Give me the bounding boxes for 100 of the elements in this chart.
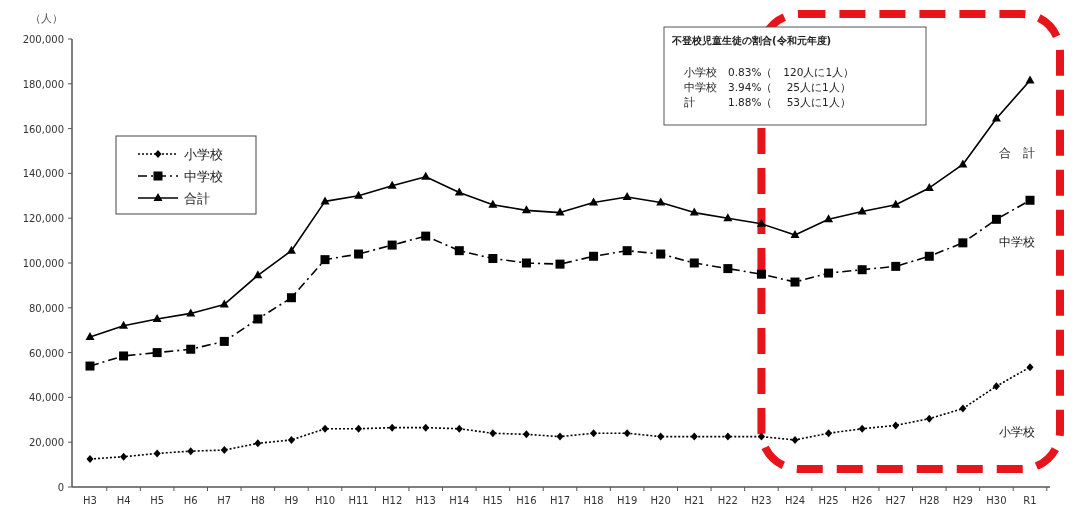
point xyxy=(689,258,699,268)
point xyxy=(454,246,464,256)
legend-label: 中学校 xyxy=(184,169,223,184)
point xyxy=(1025,195,1035,205)
point xyxy=(790,230,800,238)
point xyxy=(1026,363,1034,372)
annotation: 中学校 xyxy=(999,235,1035,250)
y-tick-label: 20,000 xyxy=(29,437,64,449)
point xyxy=(825,429,833,438)
legend-label: 小学校 xyxy=(184,147,223,162)
x-tick-label: R1 xyxy=(1023,495,1037,506)
point xyxy=(320,255,330,265)
point xyxy=(421,171,431,180)
point xyxy=(657,432,665,441)
point xyxy=(723,264,733,274)
point xyxy=(287,435,295,444)
y-tick-label: 200,000 xyxy=(22,34,64,45)
point xyxy=(355,424,363,433)
y-tick-label: 40,000 xyxy=(29,392,64,404)
x-tick-label: H28 xyxy=(919,495,940,506)
point xyxy=(119,320,129,329)
point xyxy=(724,432,732,441)
point xyxy=(689,207,699,216)
point xyxy=(152,314,162,322)
point xyxy=(858,424,866,433)
point xyxy=(590,429,598,438)
point xyxy=(186,344,196,354)
x-tick-label: H26 xyxy=(852,495,873,506)
point xyxy=(958,238,968,248)
x-tick-label: H17 xyxy=(549,495,571,506)
x-tick-label: H15 xyxy=(482,495,503,506)
x-tick-label: H18 xyxy=(583,495,604,506)
point xyxy=(253,270,263,279)
point xyxy=(85,331,95,340)
point xyxy=(488,199,498,208)
y-tick-label: 140,000 xyxy=(22,168,64,180)
x-tick-label: H27 xyxy=(885,495,906,506)
x-tick-label: H24 xyxy=(784,495,806,506)
y-axis-title: （人） xyxy=(29,12,63,25)
point xyxy=(992,382,1000,391)
point xyxy=(555,207,565,216)
point xyxy=(556,432,564,441)
point xyxy=(656,249,666,259)
point xyxy=(824,214,834,223)
x-tick-label: H29 xyxy=(952,495,973,506)
point xyxy=(891,199,901,208)
x-tick-label: H3 xyxy=(83,495,97,506)
point xyxy=(891,261,901,271)
point xyxy=(187,447,195,456)
point xyxy=(489,429,497,438)
point xyxy=(354,190,364,199)
point xyxy=(757,432,765,441)
point xyxy=(589,251,599,261)
point xyxy=(119,351,129,361)
point xyxy=(286,293,296,303)
y-tick-label: 80,000 xyxy=(29,302,64,314)
point xyxy=(622,191,632,200)
point xyxy=(756,218,766,227)
point xyxy=(153,449,161,458)
y-tick-label: 160,000 xyxy=(22,123,64,135)
point xyxy=(824,268,834,278)
point xyxy=(924,251,934,261)
x-tick-label: H13 xyxy=(415,495,436,506)
point xyxy=(152,348,162,358)
point xyxy=(387,180,397,189)
point xyxy=(85,361,95,371)
annotation: 計 1.88%（ 53人に1人） xyxy=(684,96,851,108)
x-tick-label: H8 xyxy=(250,495,265,506)
annotation: 不登校児童生徒の割合(令和元年度) xyxy=(671,35,832,46)
y-tick-label: 120,000 xyxy=(22,213,64,225)
x-tick-label: H4 xyxy=(116,495,131,506)
point xyxy=(991,214,1001,224)
point xyxy=(959,404,967,413)
annotation: 小学校 xyxy=(999,425,1035,440)
point xyxy=(422,423,430,432)
x-tick-label: H5 xyxy=(150,495,165,506)
annotation: 合 計 xyxy=(999,146,1035,161)
y-tick-label: 100,000 xyxy=(22,258,64,269)
x-tick-label: H20 xyxy=(650,495,671,506)
point xyxy=(254,439,262,448)
x-tick-label: H10 xyxy=(314,495,336,506)
point xyxy=(589,197,599,206)
point xyxy=(286,245,296,254)
point xyxy=(488,254,498,264)
x-tick-label: H14 xyxy=(449,495,470,506)
point xyxy=(790,277,800,287)
x-tick-label: H23 xyxy=(751,495,772,506)
annotation: 小学校 0.83%（ 120人に1人） xyxy=(684,66,855,78)
point xyxy=(555,259,565,269)
x-tick-label: H16 xyxy=(516,495,537,506)
point xyxy=(756,269,766,279)
point xyxy=(421,231,431,241)
point xyxy=(690,432,698,441)
x-tick-label: H9 xyxy=(284,495,299,506)
point xyxy=(387,240,397,250)
legend-label: 合計 xyxy=(184,191,210,206)
y-tick-label: 180,000 xyxy=(22,78,64,90)
point xyxy=(354,249,364,259)
x-tick-label: H30 xyxy=(986,495,1007,506)
x-tick-label: H25 xyxy=(818,495,839,506)
